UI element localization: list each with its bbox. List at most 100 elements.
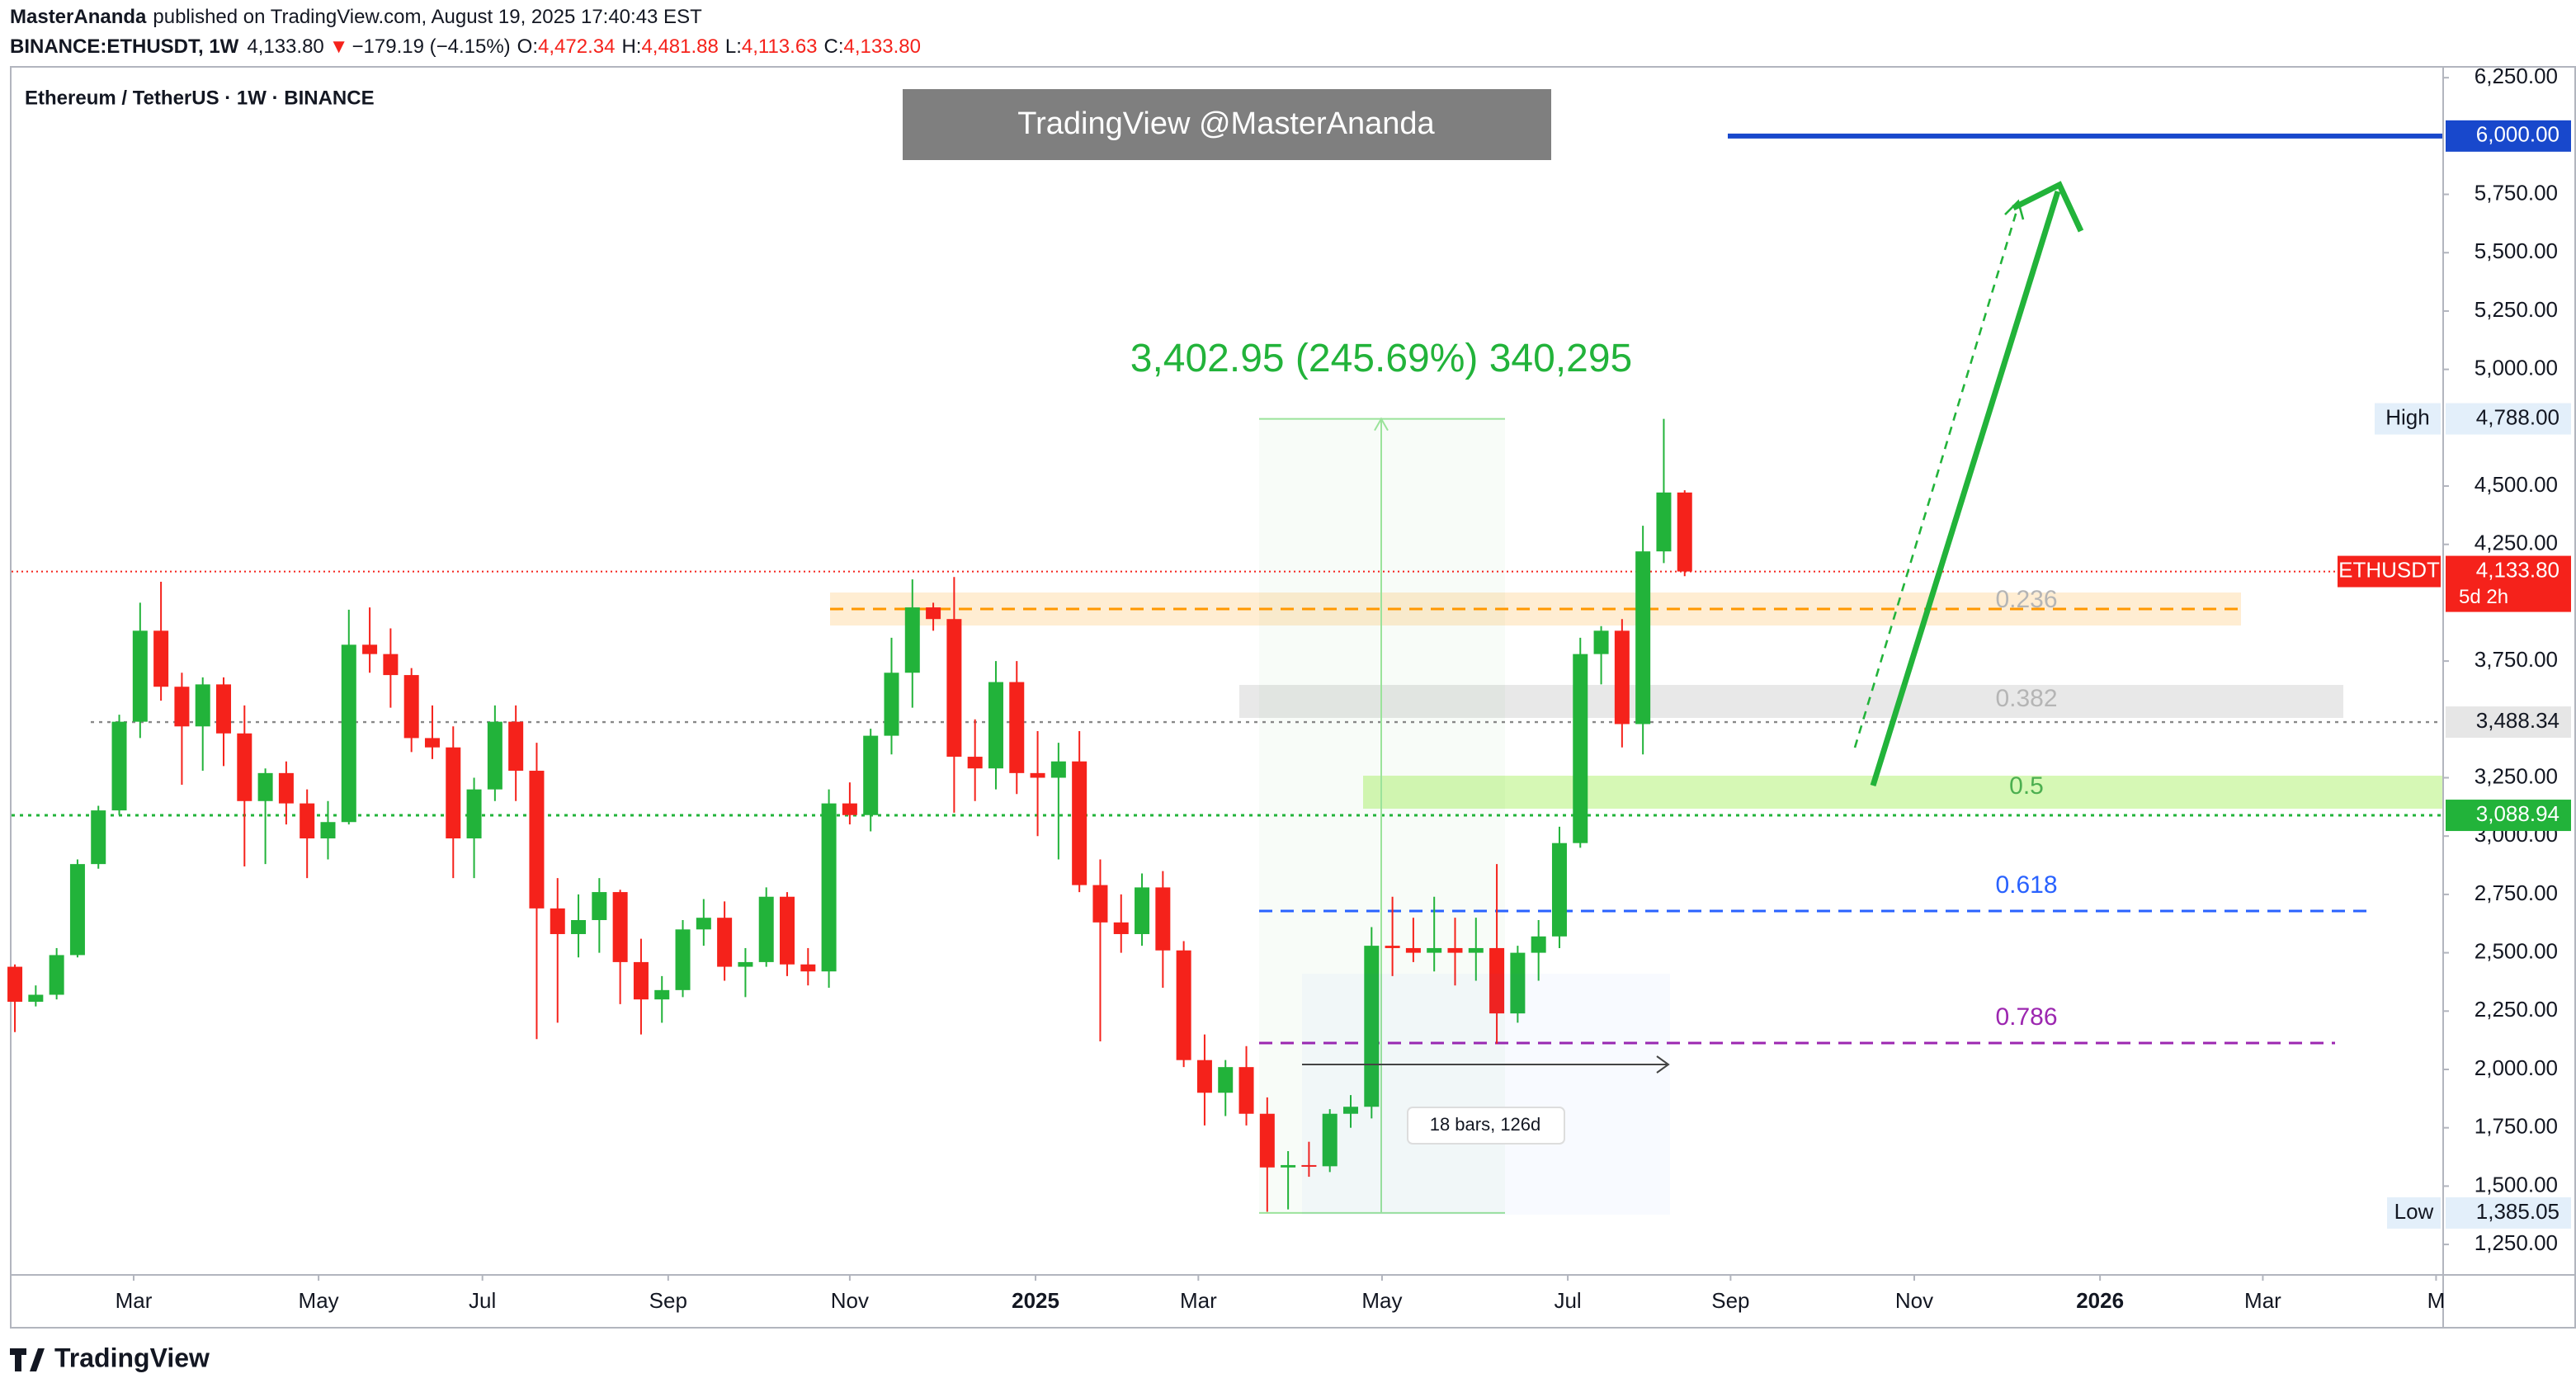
candle-body	[7, 966, 23, 1002]
candle-body	[1677, 492, 1692, 572]
author: MasterAnanda	[10, 6, 147, 28]
y-tick-label: 2,250.00	[2475, 997, 2558, 1022]
ohlc-value: 4,481.88	[641, 35, 718, 58]
candle-body	[592, 892, 607, 921]
candle-body	[28, 994, 44, 1002]
candle-body	[1405, 947, 1421, 953]
y-tick-label: 5,000.00	[2475, 356, 2558, 380]
candle-body	[1218, 1067, 1234, 1093]
logo-mark	[10, 1348, 45, 1371]
candle-body	[1656, 492, 1672, 552]
candle-body	[612, 892, 628, 962]
price-tag	[2446, 1197, 2571, 1229]
projection	[1853, 181, 2084, 787]
ohlc-key: L:	[725, 35, 742, 58]
dashed-arrowhead	[2004, 199, 2025, 220]
candle-body	[1196, 1060, 1212, 1093]
change-arrow: ▼	[329, 35, 349, 58]
ohlc-key: O:	[517, 35, 538, 58]
fib-label: 0.618	[1995, 871, 2057, 899]
candle-body	[988, 682, 1003, 769]
candle-body	[257, 772, 273, 801]
candle-body	[300, 803, 315, 839]
candle-body	[1364, 946, 1380, 1107]
candle-body	[383, 654, 399, 676]
frame	[10, 66, 2576, 1329]
candle-body	[654, 989, 670, 1000]
fib-label: 0.5	[2009, 772, 2044, 800]
x-tick-label: Jul	[1554, 1288, 1581, 1313]
x-tick-label: 2026	[2076, 1288, 2124, 1313]
range-area	[1302, 974, 1670, 1215]
candle-body	[237, 733, 252, 801]
x-tick-label: Mar	[116, 1288, 153, 1313]
candle-body	[49, 955, 64, 995]
range-label: 18 bars, 126d	[1430, 1114, 1541, 1135]
candle-body	[1551, 843, 1567, 937]
x-tick-label: Nov	[831, 1288, 869, 1313]
candle-body	[1030, 772, 1045, 778]
candle-body	[967, 757, 983, 769]
candle-body	[1238, 1067, 1254, 1114]
candle-body	[633, 961, 649, 1000]
y-tick-label: 2,750.00	[2475, 880, 2558, 905]
y-tick-label: 6,250.00	[2475, 64, 2558, 88]
candle-body	[1427, 947, 1442, 953]
y-tick-label: 1,500.00	[2475, 1172, 2558, 1197]
ohlc-value: 4,472.34	[538, 35, 615, 58]
price-tag	[2446, 120, 2571, 152]
candle-body	[1635, 551, 1651, 725]
price-tag-label: 4,133.80	[2476, 557, 2559, 582]
price-tag-label: 6,000.00	[2476, 122, 2559, 147]
name-tag-label: Low	[2394, 1199, 2434, 1224]
dashed-arrow	[1853, 210, 2018, 748]
x-tick-label: May	[1361, 1288, 1402, 1313]
candle-body	[884, 673, 899, 736]
x-tick-label: Mar	[2244, 1288, 2281, 1313]
symbol-line: BINANCE:ETHUSDT, 1W 4,133.80 ▼ −179.19 (−4.…	[10, 35, 921, 58]
candle-body	[132, 630, 148, 722]
axes: 6,250.00 5,750.00 5,500.00 5,250.00 5,000.00…	[116, 64, 2571, 1313]
candle-body	[341, 644, 356, 823]
price-tag	[2446, 800, 2571, 832]
candle-body	[91, 810, 106, 865]
change: −179.19 (−4.15%)	[352, 35, 511, 58]
candle-body	[550, 908, 565, 934]
candle-body	[1281, 1164, 1296, 1168]
candle-body	[153, 630, 169, 687]
candle-body	[946, 619, 962, 758]
x-tick-label: 2025	[1012, 1288, 1059, 1313]
watermark: TradingView @MasterAnanda	[1017, 106, 1435, 141]
y-tick-label: 4,250.00	[2475, 531, 2558, 555]
candle-body	[1259, 1113, 1275, 1168]
price-tag	[2446, 706, 2571, 739]
y-tick-label: 2,500.00	[2475, 938, 2558, 963]
candle-body	[111, 721, 127, 811]
candle-body	[362, 644, 378, 654]
measure-label: 3,402.95 (245.69%) 340,295	[1130, 337, 1632, 380]
candle-body	[1489, 947, 1505, 1014]
candle-body	[1343, 1107, 1359, 1114]
y-tick-label: 3,750.00	[2475, 647, 2558, 672]
candle-body	[1072, 761, 1087, 885]
y-tick-label: 3,250.00	[2475, 763, 2558, 788]
candle-body	[69, 864, 85, 956]
fib-band	[1239, 685, 2343, 719]
y-tick-label: 4,500.00	[2475, 472, 2558, 497]
price-tag	[2446, 555, 2571, 612]
candle-body	[1113, 922, 1129, 934]
ohlc-value: 4,133.80	[844, 35, 921, 58]
target-arrow	[1870, 190, 2061, 787]
x-tick-label: M	[2427, 1288, 2446, 1313]
candle-body	[780, 896, 795, 965]
y-tick-label: 5,250.00	[2475, 297, 2558, 322]
candle-body	[863, 735, 879, 815]
candle-body	[446, 747, 461, 839]
candle-body	[487, 721, 502, 790]
candles	[7, 418, 1692, 1212]
range-tool: 18 bars, 126d	[1302, 974, 1670, 1215]
candle-body	[1155, 887, 1171, 951]
brand: TradingView	[54, 1343, 210, 1372]
y-tick-label: 5,500.00	[2475, 238, 2558, 263]
